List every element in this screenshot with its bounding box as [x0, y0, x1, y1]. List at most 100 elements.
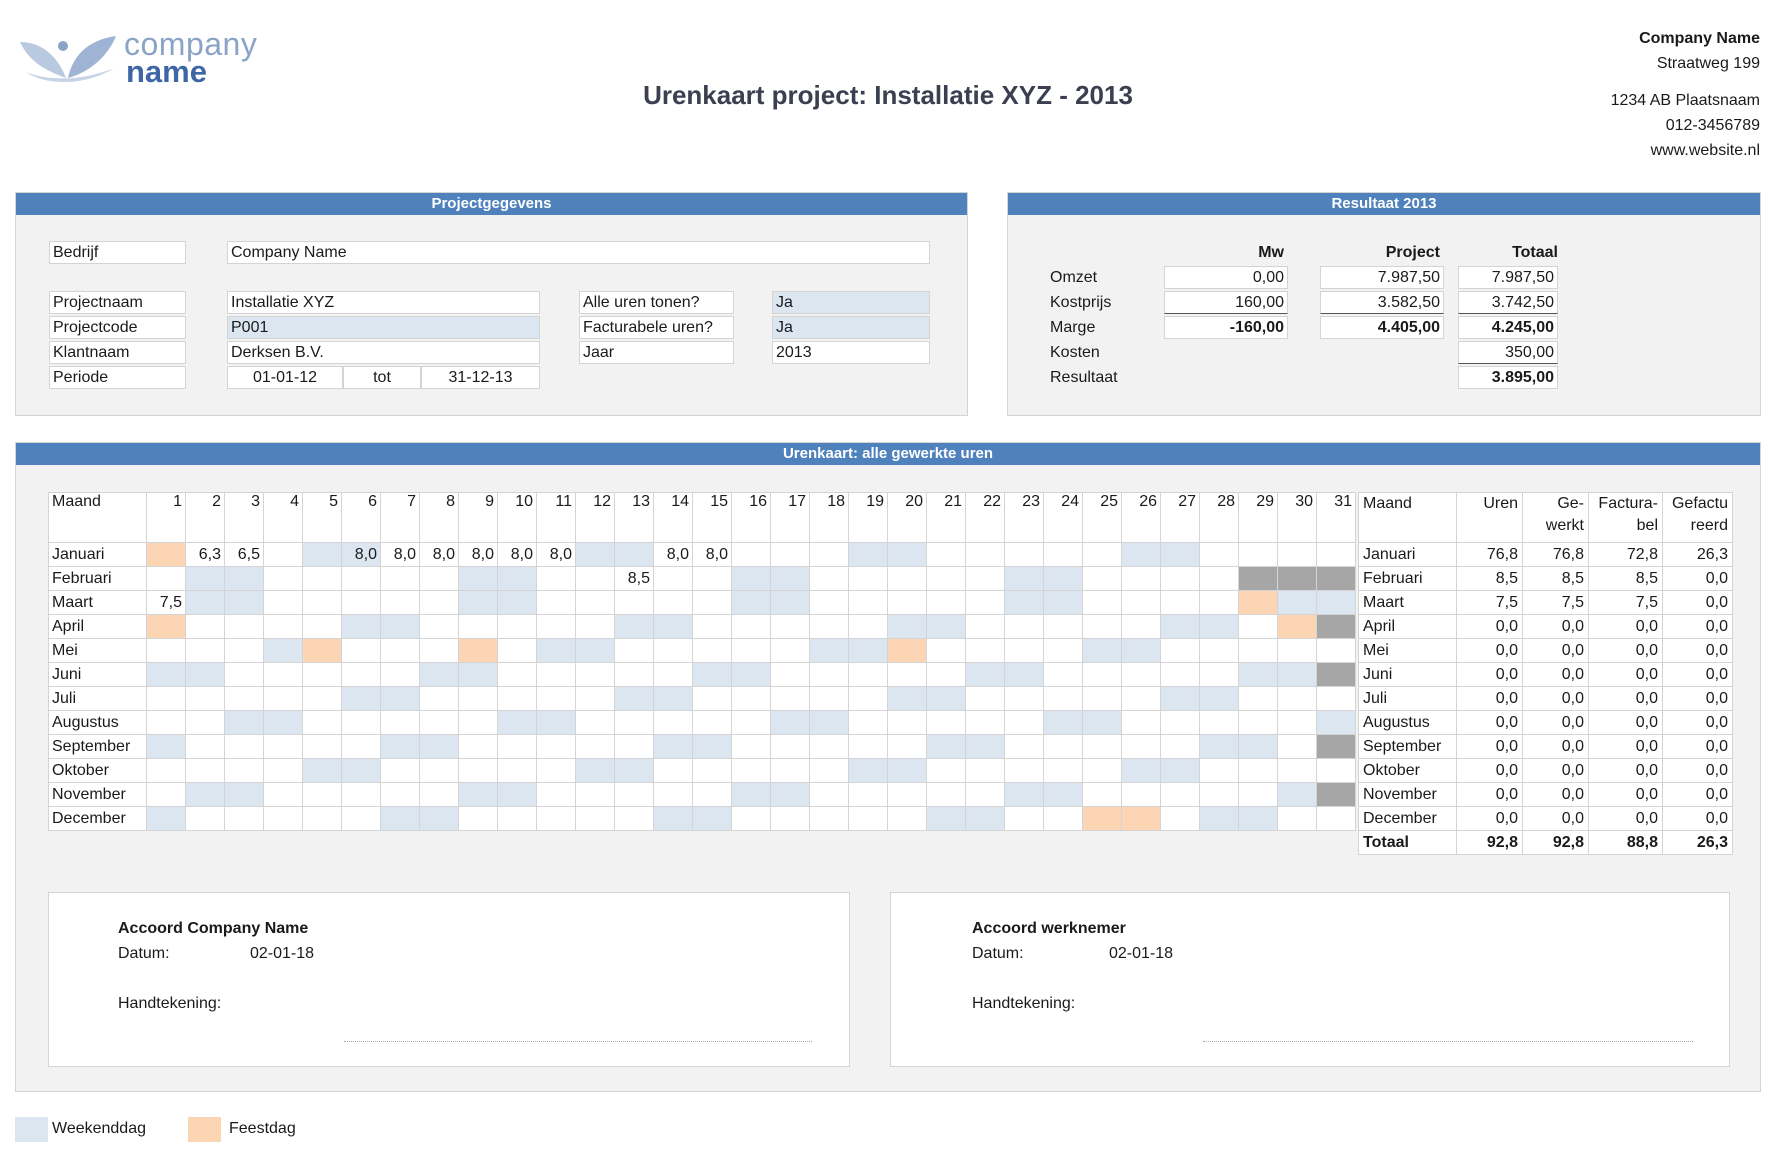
hour-cell[interactable] — [458, 686, 498, 711]
hour-cell[interactable] — [419, 686, 459, 711]
hour-cell[interactable] — [341, 734, 381, 759]
hour-cell[interactable] — [614, 614, 654, 639]
hour-cell[interactable] — [380, 662, 420, 687]
hour-cell[interactable] — [224, 590, 264, 615]
hour-cell[interactable] — [1004, 542, 1044, 567]
hour-cell[interactable] — [1004, 590, 1044, 615]
hour-cell[interactable] — [380, 806, 420, 831]
hour-cell[interactable] — [809, 542, 849, 567]
hour-cell[interactable] — [1121, 542, 1161, 567]
hour-cell[interactable] — [458, 614, 498, 639]
hour-cell[interactable] — [926, 782, 966, 807]
hour-cell[interactable] — [731, 566, 771, 591]
hour-cell[interactable]: 8,0 — [653, 542, 693, 567]
hour-cell[interactable] — [1199, 782, 1239, 807]
hour-cell[interactable] — [497, 686, 537, 711]
hour-cell[interactable] — [1199, 566, 1239, 591]
hour-cell[interactable] — [497, 734, 537, 759]
hour-cell[interactable] — [1316, 542, 1356, 567]
hour-cell[interactable] — [1199, 614, 1239, 639]
hour-cell[interactable] — [1004, 782, 1044, 807]
hour-cell[interactable] — [653, 662, 693, 687]
hour-cell[interactable] — [1082, 542, 1122, 567]
hour-cell[interactable] — [848, 782, 888, 807]
hour-cell[interactable] — [965, 662, 1005, 687]
hour-cell[interactable] — [965, 734, 1005, 759]
hour-cell[interactable] — [1199, 710, 1239, 735]
hour-cell[interactable] — [380, 734, 420, 759]
hour-cell[interactable] — [653, 806, 693, 831]
hour-cell[interactable]: 8,0 — [341, 542, 381, 567]
hour-cell[interactable] — [926, 806, 966, 831]
hour-cell[interactable] — [926, 710, 966, 735]
hour-cell[interactable] — [575, 566, 615, 591]
hour-cell[interactable] — [1121, 614, 1161, 639]
hour-cell[interactable] — [614, 806, 654, 831]
hour-cell[interactable] — [146, 662, 186, 687]
hour-cell[interactable] — [380, 758, 420, 783]
hour-cell[interactable] — [1316, 710, 1356, 735]
hour-cell[interactable] — [692, 662, 732, 687]
hour-cell[interactable] — [1043, 782, 1083, 807]
hour-cell[interactable] — [1004, 686, 1044, 711]
hour-cell[interactable] — [1277, 686, 1317, 711]
hour-cell[interactable] — [692, 782, 732, 807]
hour-cell[interactable] — [263, 734, 303, 759]
hour-cell[interactable] — [419, 710, 459, 735]
hour-cell[interactable] — [731, 662, 771, 687]
hour-cell[interactable] — [302, 686, 342, 711]
hour-cell[interactable] — [887, 758, 927, 783]
hour-cell[interactable] — [419, 590, 459, 615]
hour-cell[interactable] — [1238, 662, 1278, 687]
hour-cell[interactable] — [263, 710, 303, 735]
hour-cell[interactable] — [263, 566, 303, 591]
hour-cell[interactable] — [926, 590, 966, 615]
hour-cell[interactable] — [146, 806, 186, 831]
hour-cell[interactable] — [146, 542, 186, 567]
hour-cell[interactable] — [302, 758, 342, 783]
hour-cell[interactable] — [185, 590, 225, 615]
hour-cell[interactable] — [770, 710, 810, 735]
hour-cell[interactable] — [731, 710, 771, 735]
hour-cell[interactable] — [1082, 710, 1122, 735]
hour-cell[interactable] — [536, 590, 576, 615]
hour-cell[interactable] — [1316, 614, 1356, 639]
hour-cell[interactable] — [419, 638, 459, 663]
hour-cell[interactable] — [848, 734, 888, 759]
hour-cell[interactable] — [1043, 566, 1083, 591]
hour-cell[interactable] — [1121, 758, 1161, 783]
hour-cell[interactable] — [887, 782, 927, 807]
hour-cell[interactable] — [224, 638, 264, 663]
hour-cell[interactable] — [614, 782, 654, 807]
hour-cell[interactable] — [1199, 806, 1239, 831]
hour-cell[interactable] — [809, 734, 849, 759]
hour-cell[interactable] — [731, 758, 771, 783]
hour-cell[interactable] — [692, 734, 732, 759]
hour-cell[interactable] — [263, 686, 303, 711]
hour-cell[interactable] — [1004, 758, 1044, 783]
hour-cell[interactable] — [1043, 638, 1083, 663]
periode-to-field[interactable]: 31-12-13 — [421, 366, 540, 389]
hour-cell[interactable] — [497, 590, 537, 615]
jaar-field[interactable]: 2013 — [772, 341, 930, 364]
hour-cell[interactable] — [926, 566, 966, 591]
hour-cell[interactable]: 8,0 — [497, 542, 537, 567]
hour-cell[interactable] — [1160, 590, 1200, 615]
hour-cell[interactable] — [692, 566, 732, 591]
hour-cell[interactable] — [575, 662, 615, 687]
hour-cell[interactable] — [926, 638, 966, 663]
hour-cell[interactable] — [302, 662, 342, 687]
hour-cell[interactable] — [380, 782, 420, 807]
hour-cell[interactable] — [341, 638, 381, 663]
hour-cell[interactable] — [887, 686, 927, 711]
hour-cell[interactable] — [965, 806, 1005, 831]
hour-cell[interactable] — [1316, 590, 1356, 615]
hour-cell[interactable] — [185, 614, 225, 639]
hour-cell[interactable] — [536, 614, 576, 639]
hour-cell[interactable] — [1238, 590, 1278, 615]
hour-cell[interactable] — [1121, 662, 1161, 687]
hour-cell[interactable] — [185, 806, 225, 831]
hour-cell[interactable] — [263, 590, 303, 615]
hour-cell[interactable] — [185, 686, 225, 711]
hour-cell[interactable] — [848, 710, 888, 735]
